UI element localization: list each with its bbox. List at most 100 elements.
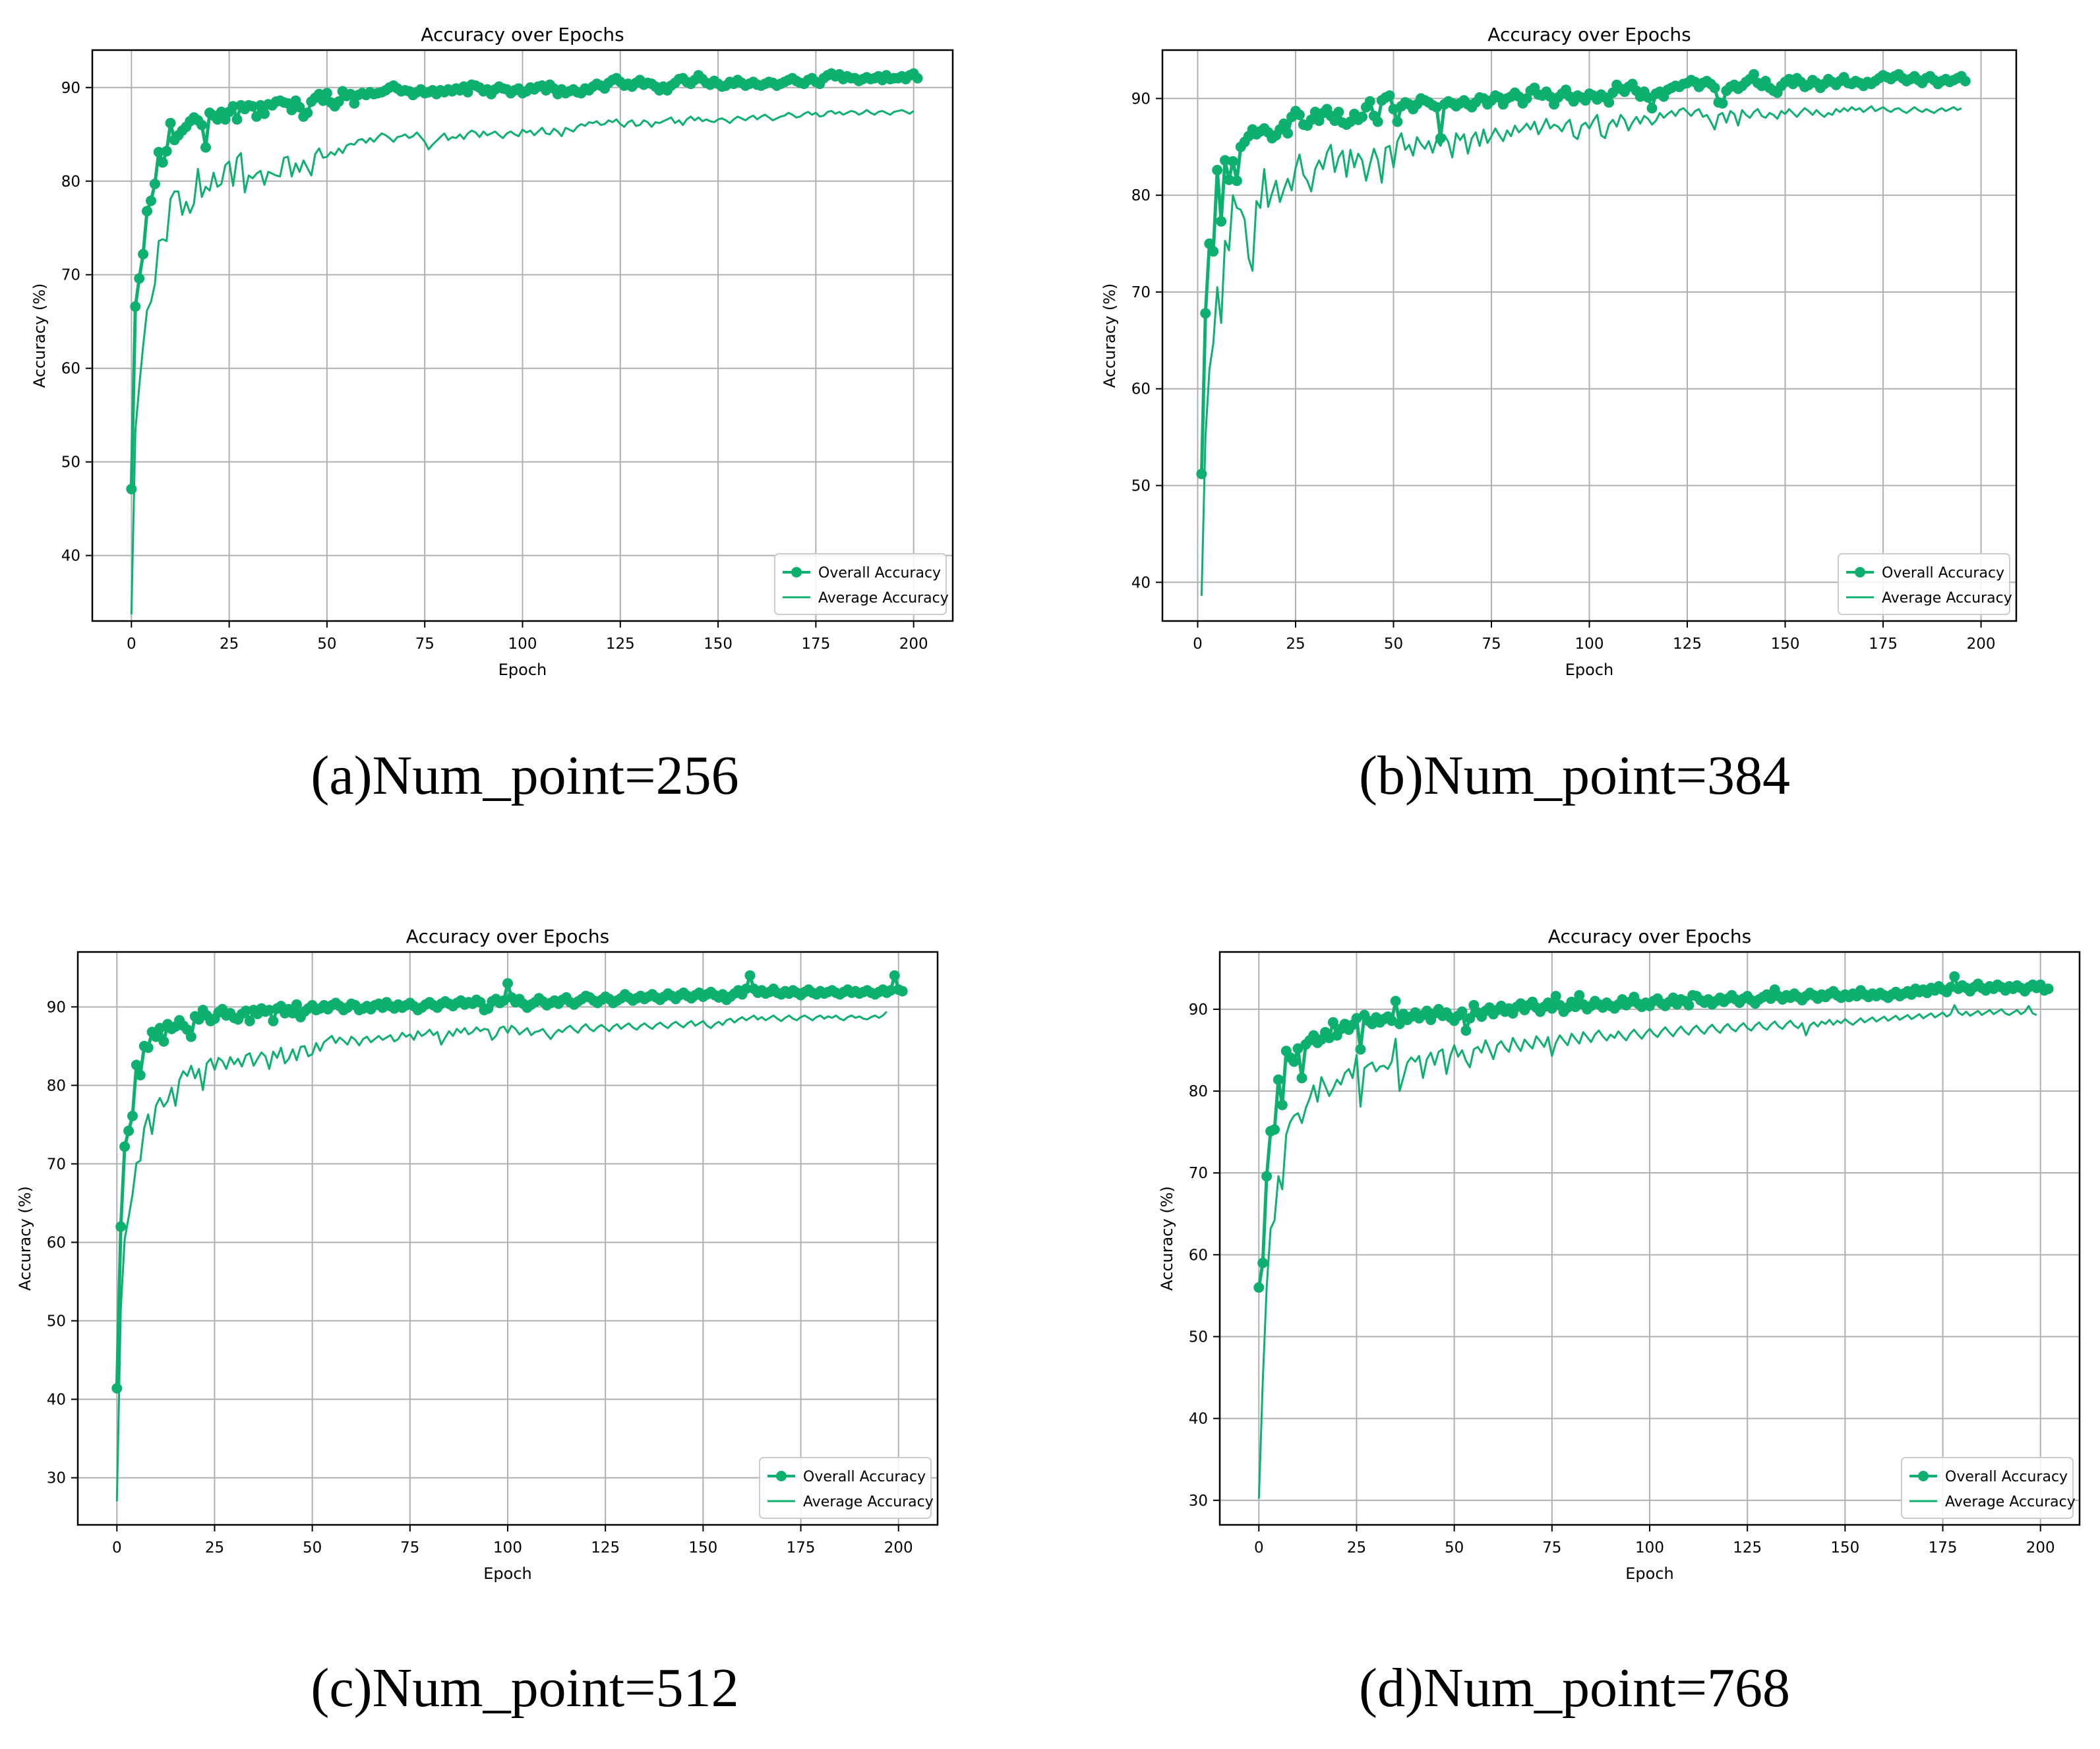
data-point [1717, 98, 1728, 109]
data-point [127, 1110, 138, 1121]
data-point [1200, 308, 1211, 319]
data-point [130, 301, 141, 312]
y-tick-label: 90 [1131, 90, 1151, 107]
data-point [1220, 155, 1230, 166]
series-overall-accuracy [111, 970, 908, 1394]
data-point [1355, 1044, 1366, 1055]
data-point [1960, 76, 1971, 86]
data-point [1642, 92, 1654, 103]
legend-item: Overall Accuracy [1909, 1469, 2068, 1485]
data-point [149, 179, 160, 189]
legend: Overall Accuracy Average Accuracy [759, 1457, 934, 1519]
x-tick-label: 125 [591, 1539, 620, 1556]
data-point [294, 102, 305, 113]
y-tick-label: 80 [47, 1077, 66, 1094]
y-axis-label: Accuracy (%) [16, 1186, 34, 1291]
data-point [158, 1036, 169, 1047]
series-overall-accuracy [1253, 971, 2054, 1293]
x-tick-label: 125 [606, 636, 635, 653]
x-tick-label: 125 [1673, 636, 1702, 653]
caption-b: (b)Num_point=384 [1359, 745, 1790, 806]
data-point [146, 195, 156, 206]
x-tick-label: 175 [1869, 636, 1898, 653]
chart-title: Accuracy over Epochs [421, 24, 624, 45]
legend-box [759, 1457, 932, 1519]
data-point [1364, 96, 1375, 107]
data-point [142, 1042, 154, 1053]
y-tick-label: 60 [1131, 381, 1151, 398]
legend-item: Average Accuracy [1909, 1494, 2076, 1510]
plot-frame [91, 49, 954, 622]
legend-label: Average Accuracy [803, 1494, 934, 1510]
y-tick-label: 50 [1131, 478, 1151, 495]
y-tick-label: 90 [61, 80, 80, 97]
legend-box [1901, 1457, 2074, 1519]
series-average-accuracy [130, 109, 915, 615]
data-point [111, 1382, 123, 1394]
chart-b: 0 25 50 75 100 125 150 175 200 40 50 60 70 80 90 Accura… [1100, 24, 2018, 679]
y-tick-label: 40 [1189, 1411, 1208, 1428]
data-point [1456, 1006, 1468, 1017]
data-point [1521, 93, 1532, 104]
x-tick-label: 25 [205, 1539, 224, 1556]
data-point [885, 985, 896, 996]
data-point [1392, 116, 1403, 127]
chart-a: 0 25 50 75 100 125 150 175 200 40 50 60 70 80 90 Accura… [30, 24, 954, 679]
x-tick-label: 50 [1384, 636, 1403, 653]
series-average-accuracy [1200, 105, 1962, 596]
y-tick-label: 70 [1131, 284, 1151, 301]
data-point [1372, 116, 1383, 127]
x-tick-label: 200 [884, 1539, 913, 1556]
y-tick-label: 90 [47, 999, 66, 1016]
data-point [345, 88, 356, 100]
data-point [1224, 174, 1234, 185]
chart-d: 0 25 50 75 100 125 150 175 200 30 40 50 60 70 80 90 Accu… [1158, 926, 2081, 1583]
chart-panel-d: 0 25 50 75 100 125 150 175 200 30 40 50 60 70 80 90 Accu… [1050, 874, 2099, 1748]
data-point [142, 206, 152, 217]
data-point [135, 1069, 146, 1081]
x-tick-label: 200 [899, 636, 928, 653]
data-point [1292, 1043, 1304, 1054]
data-point [259, 108, 270, 119]
data-point [185, 1031, 196, 1042]
legend-item: Overall Accuracy [783, 565, 941, 581]
data-point [157, 157, 168, 168]
x-tick-label: 25 [220, 636, 239, 653]
legend-label: Average Accuracy [1882, 590, 2012, 607]
series-line [1257, 1004, 2037, 1499]
data-point [1460, 1025, 1472, 1036]
y-tick-label: 50 [1189, 1328, 1208, 1346]
x-tick-label: 150 [688, 1539, 717, 1556]
data-point [1273, 1074, 1284, 1085]
data-point [321, 88, 332, 99]
x-tick-label: 100 [508, 636, 537, 653]
x-tick-label: 100 [493, 1539, 522, 1556]
chart-title: Accuracy over Epochs [406, 926, 609, 947]
x-tick-label: 200 [2026, 1539, 2055, 1556]
data-point [1261, 1171, 1273, 1182]
legend-item: Overall Accuracy [767, 1469, 926, 1485]
data-point [123, 1125, 135, 1137]
x-tick-label: 75 [400, 1539, 419, 1556]
y-tick-label: 80 [1131, 187, 1151, 204]
data-point [196, 119, 208, 131]
y-tick-label: 70 [61, 267, 80, 284]
y-tick-label: 30 [1189, 1493, 1208, 1510]
data-point [1394, 1019, 1405, 1030]
x-tick-label: 75 [1482, 636, 1501, 653]
data-point [1327, 1017, 1338, 1028]
legend-marker [791, 567, 802, 578]
x-tick-label: 200 [1967, 636, 1996, 653]
data-point [264, 1005, 275, 1016]
data-point [1276, 1100, 1288, 1111]
data-point [150, 1031, 162, 1042]
legend-label: Overall Accuracy [803, 1469, 926, 1485]
data-point [193, 1014, 204, 1025]
x-tick-label: 0 [1193, 636, 1203, 653]
y-tick-label: 70 [1189, 1165, 1208, 1182]
chart-panel-c: 0 25 50 75 100 125 150 175 200 30 40 50 60 70 80 90 Accu… [0, 874, 1050, 1748]
data-point [1333, 106, 1344, 117]
series-average-accuracy [1257, 1004, 2037, 1499]
series-line [130, 109, 915, 615]
series-line [1199, 73, 1967, 474]
